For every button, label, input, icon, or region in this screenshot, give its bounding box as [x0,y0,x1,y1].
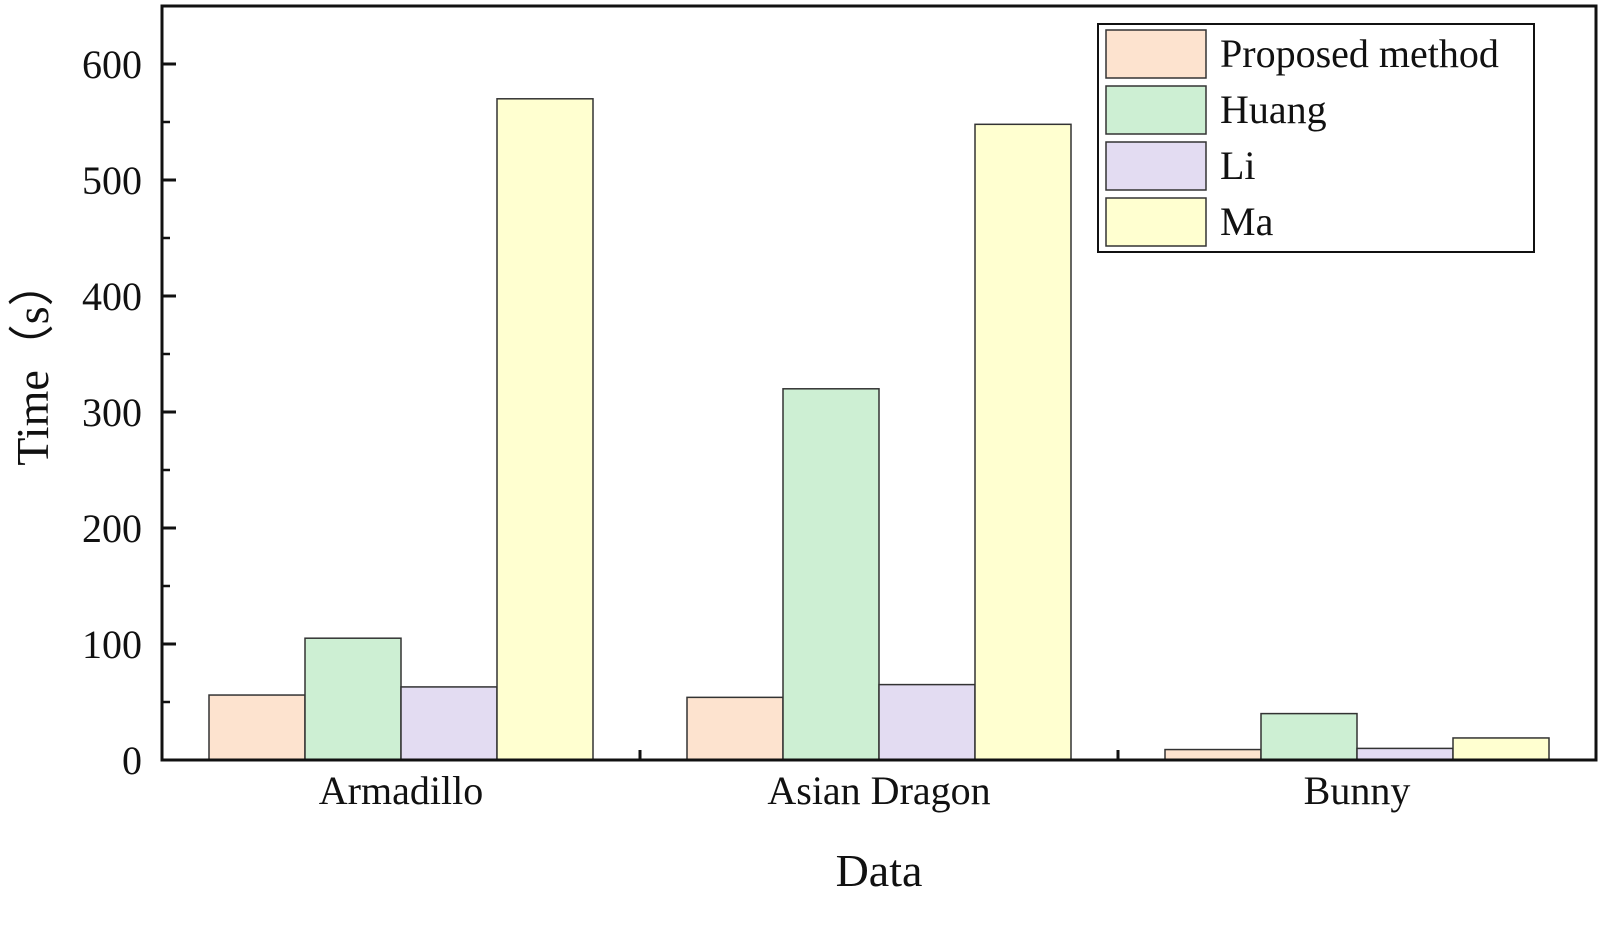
bar-huang-armadillo [304,637,402,761]
y-tick-label: 300 [82,390,142,435]
bar-proposed-method-armadillo [208,694,306,761]
x-tick-label: Bunny [1304,768,1411,813]
bar-ma-bunny [1452,737,1550,761]
y-tick-label: 600 [82,42,142,87]
legend-swatch-proposed-method [1105,29,1207,79]
bar-li-bunny [1356,747,1454,761]
x-axis: Armadillo Asian Dragon Bunny [319,750,1411,813]
bar-ma-asian-dragon [974,123,1072,761]
legend-label-ma: Ma [1220,199,1274,244]
y-tick-label: 200 [82,506,142,551]
y-tick-label: 500 [82,158,142,203]
legend-label-li: Li [1220,143,1256,188]
bar-proposed-method-bunny [1164,748,1262,761]
y-tick-label: 0 [122,738,142,783]
legend-swatch-li [1105,141,1207,191]
bar-li-asian-dragon [878,683,976,761]
bar-li-armadillo [400,686,498,761]
bar-huang-bunny [1260,712,1358,761]
bar-ma-armadillo [496,98,594,761]
plot-frame [160,4,1598,762]
x-axis-label: Data [836,845,923,896]
legend-swatch-ma [1105,197,1207,247]
bars-group [208,98,1550,761]
legend-label-proposed-method: Proposed method [1220,31,1499,76]
legend: Proposed method Huang Li Ma [1097,23,1535,253]
y-tick-label: 400 [82,274,142,319]
y-axis: 0 100 200 300 400 500 600 [82,4,176,783]
y-axis-label: Time（s） [7,260,58,465]
y-tick-label: 100 [82,622,142,667]
bar-proposed-method-asian-dragon [686,696,784,761]
legend-label-huang: Huang [1220,87,1327,132]
legend-swatch-huang [1105,85,1207,135]
bar-huang-asian-dragon [782,388,880,761]
x-tick-label: Armadillo [319,768,483,813]
x-tick-label: Asian Dragon [767,768,990,813]
